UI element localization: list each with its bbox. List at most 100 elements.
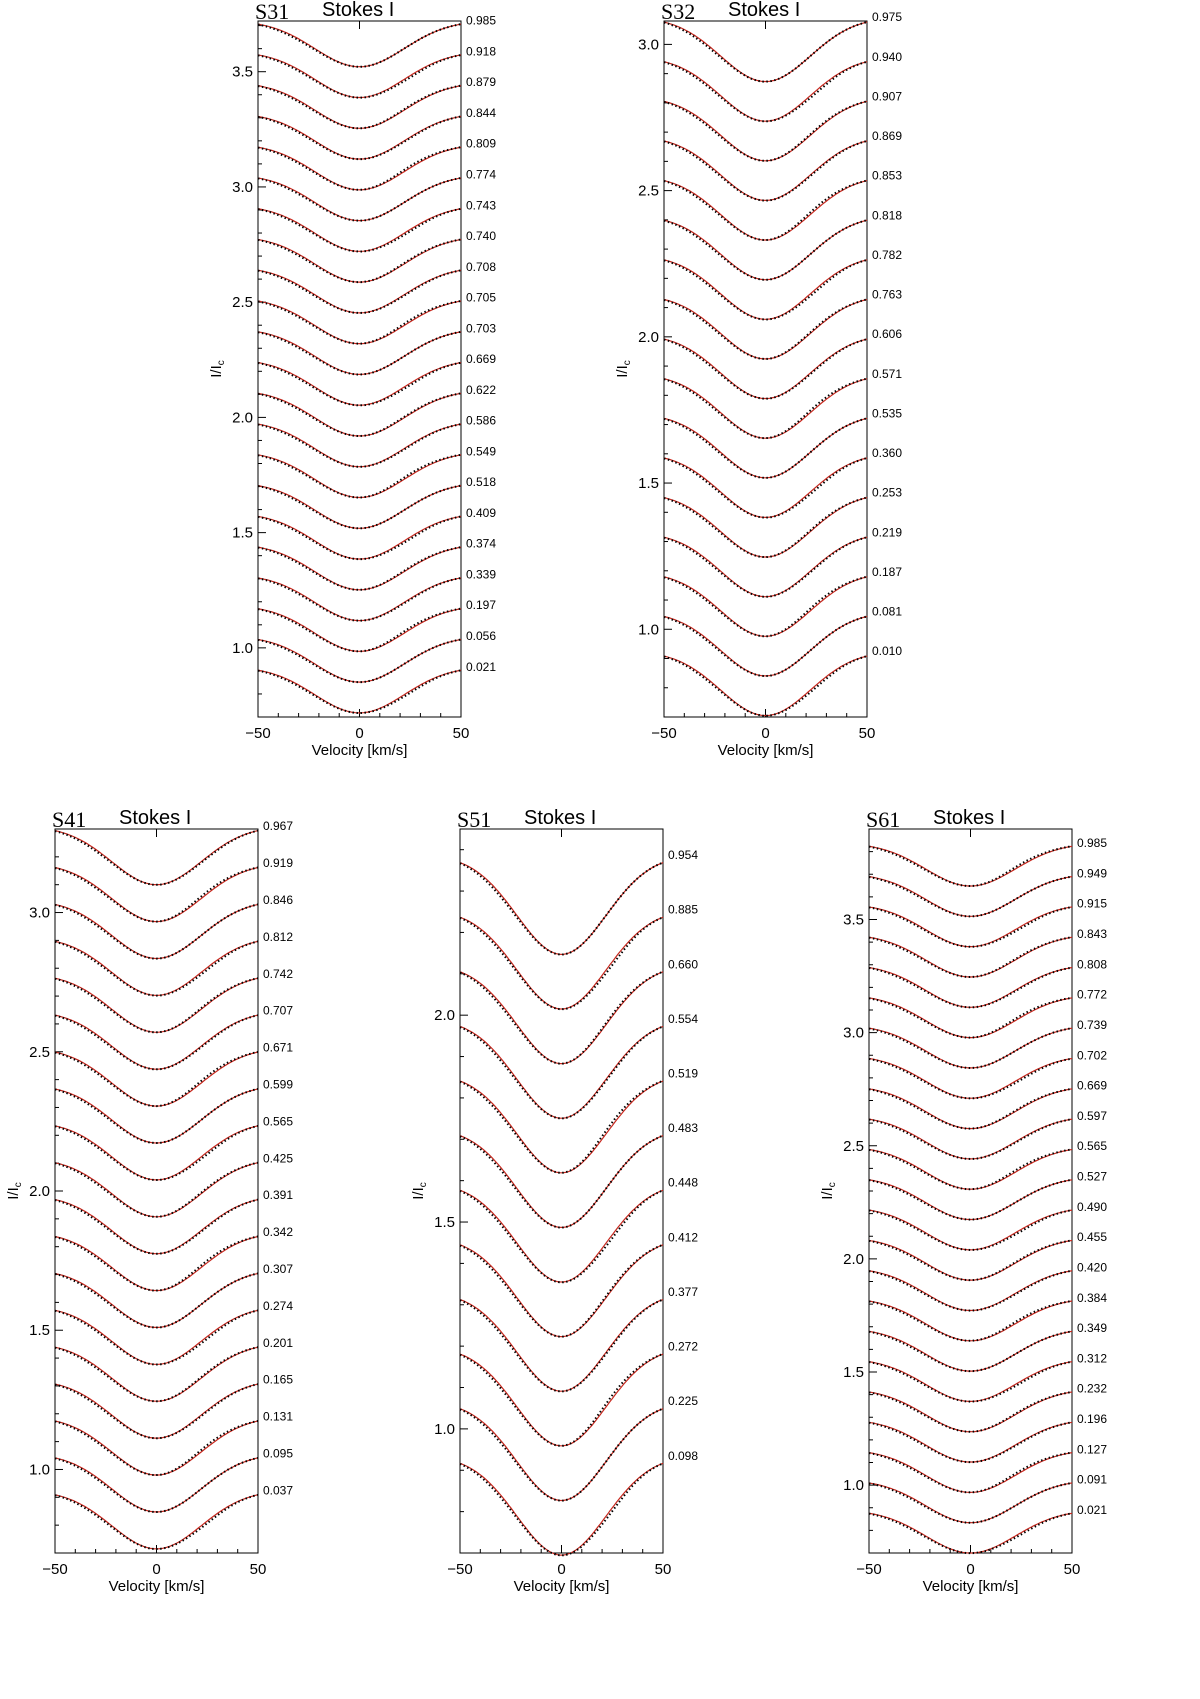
observed-profile xyxy=(663,338,868,400)
model-profile xyxy=(54,1383,259,1439)
y-axis-title-main: I/I xyxy=(5,1187,22,1200)
model-profile xyxy=(257,638,462,683)
phase-label: 0.549 xyxy=(466,444,496,458)
model-profile xyxy=(459,1462,664,1556)
phase-label: 0.703 xyxy=(466,321,496,335)
model-profile xyxy=(663,417,868,479)
model-profile xyxy=(868,1057,1073,1099)
y-axis-title: I/Ic xyxy=(410,1182,429,1200)
phase-label: 0.201 xyxy=(263,1336,293,1350)
observed-profile xyxy=(868,966,1073,1009)
observed-profile xyxy=(54,866,259,923)
y-tick-label: 2.5 xyxy=(29,1044,50,1061)
phase-label: 0.127 xyxy=(1077,1442,1107,1456)
observed-profile xyxy=(257,146,462,191)
model-profile xyxy=(663,21,868,83)
model-profile xyxy=(257,608,462,652)
observed-profile xyxy=(459,1407,664,1502)
y-tick-label: 3.5 xyxy=(232,64,253,81)
observed-profile xyxy=(868,1027,1073,1069)
panel-title: Stokes I xyxy=(524,807,596,829)
observed-profile xyxy=(868,1269,1073,1312)
model-profile xyxy=(868,1239,1073,1281)
x-tick-label: −50 xyxy=(245,725,270,742)
phase-label: 0.196 xyxy=(1077,1412,1107,1426)
x-tick-label: −50 xyxy=(651,725,676,742)
observed-profile xyxy=(868,1118,1073,1161)
observed-profile xyxy=(257,207,462,253)
model-profile xyxy=(54,1346,259,1402)
model-profile xyxy=(257,85,462,129)
model-profile xyxy=(257,23,462,68)
observed-profile xyxy=(257,115,462,161)
observed-profile xyxy=(54,1493,259,1550)
model-profile xyxy=(257,177,462,222)
phase-label: 0.420 xyxy=(1077,1260,1107,1274)
x-axis-title: Velocity [km/s] xyxy=(514,1578,610,1595)
model-profile xyxy=(257,146,462,191)
observed-profile xyxy=(663,536,868,598)
phase-label: 0.307 xyxy=(263,1262,293,1276)
model-profile xyxy=(54,903,259,960)
model-profile xyxy=(459,1025,664,1119)
phase-label: 0.081 xyxy=(872,605,902,619)
model-profile xyxy=(663,378,868,439)
model-profile xyxy=(868,845,1073,887)
observed-profile xyxy=(54,829,259,886)
model-profile xyxy=(663,457,868,519)
y-axis-title-main: I/I xyxy=(208,365,225,378)
observed-profile xyxy=(54,1383,259,1440)
observed-profile xyxy=(459,1025,664,1120)
observed-profile xyxy=(54,1161,259,1218)
model-profile xyxy=(663,497,868,558)
observed-profile xyxy=(257,238,462,284)
panel-label: S32 xyxy=(661,0,695,24)
plot-frame xyxy=(54,828,259,1554)
y-tick-label: 2.5 xyxy=(232,294,253,311)
panel-label: S61 xyxy=(866,807,900,832)
y-axis-title: I/Ic xyxy=(819,1182,838,1200)
phase-label: 0.669 xyxy=(1077,1079,1107,1093)
observed-profile xyxy=(459,916,664,1011)
phase-label: 0.808 xyxy=(1077,957,1107,971)
y-tick-label: 2.5 xyxy=(843,1138,864,1155)
phase-label: 0.374 xyxy=(466,537,496,551)
y-tick-label: 1.5 xyxy=(638,475,659,492)
model-profile xyxy=(257,208,462,252)
model-profile xyxy=(868,966,1073,1008)
x-tick-label: 50 xyxy=(1064,1561,1081,1578)
observed-profile xyxy=(459,1189,664,1284)
model-profile xyxy=(663,536,868,598)
y-axis-title: I/Ic xyxy=(208,360,227,378)
x-tick-label: −50 xyxy=(447,1561,472,1578)
phase-label: 0.349 xyxy=(1077,1321,1107,1335)
observed-profile xyxy=(868,1391,1073,1433)
observed-profile xyxy=(459,1352,664,1447)
model-profile xyxy=(663,615,868,677)
phase-label: 0.915 xyxy=(1077,897,1107,911)
y-tick-label: 2.0 xyxy=(434,1007,455,1024)
model-profile xyxy=(257,392,462,437)
model-profile xyxy=(868,1512,1073,1554)
x-axis-title: Velocity [km/s] xyxy=(312,742,408,759)
phase-label: 0.599 xyxy=(263,1077,293,1091)
y-tick-label: 3.0 xyxy=(232,179,253,196)
model-profile xyxy=(257,300,462,345)
observed-profile xyxy=(663,615,868,677)
model-profile xyxy=(663,140,868,202)
panel-s61: −50 0 50 1.0 1.5 2.0 2.5 3.0 3.5 S61 Stokes I Veloc… xyxy=(819,807,1107,1595)
model-profile xyxy=(663,219,868,281)
y-axis-title-sub: c xyxy=(216,360,227,365)
model-profile xyxy=(868,1421,1073,1463)
phase-label: 0.763 xyxy=(872,288,902,302)
observed-profile xyxy=(868,1330,1073,1373)
phase-label: 0.098 xyxy=(668,1449,698,1463)
observed-profile xyxy=(257,177,462,222)
y-tick-label: 1.0 xyxy=(638,621,659,638)
observed-profile xyxy=(459,1462,664,1557)
phase-label: 0.391 xyxy=(263,1188,293,1202)
observed-profile xyxy=(54,1014,259,1071)
observed-profile xyxy=(663,100,868,162)
phase-label: 0.622 xyxy=(466,383,496,397)
x-tick-label: 0 xyxy=(355,725,363,742)
